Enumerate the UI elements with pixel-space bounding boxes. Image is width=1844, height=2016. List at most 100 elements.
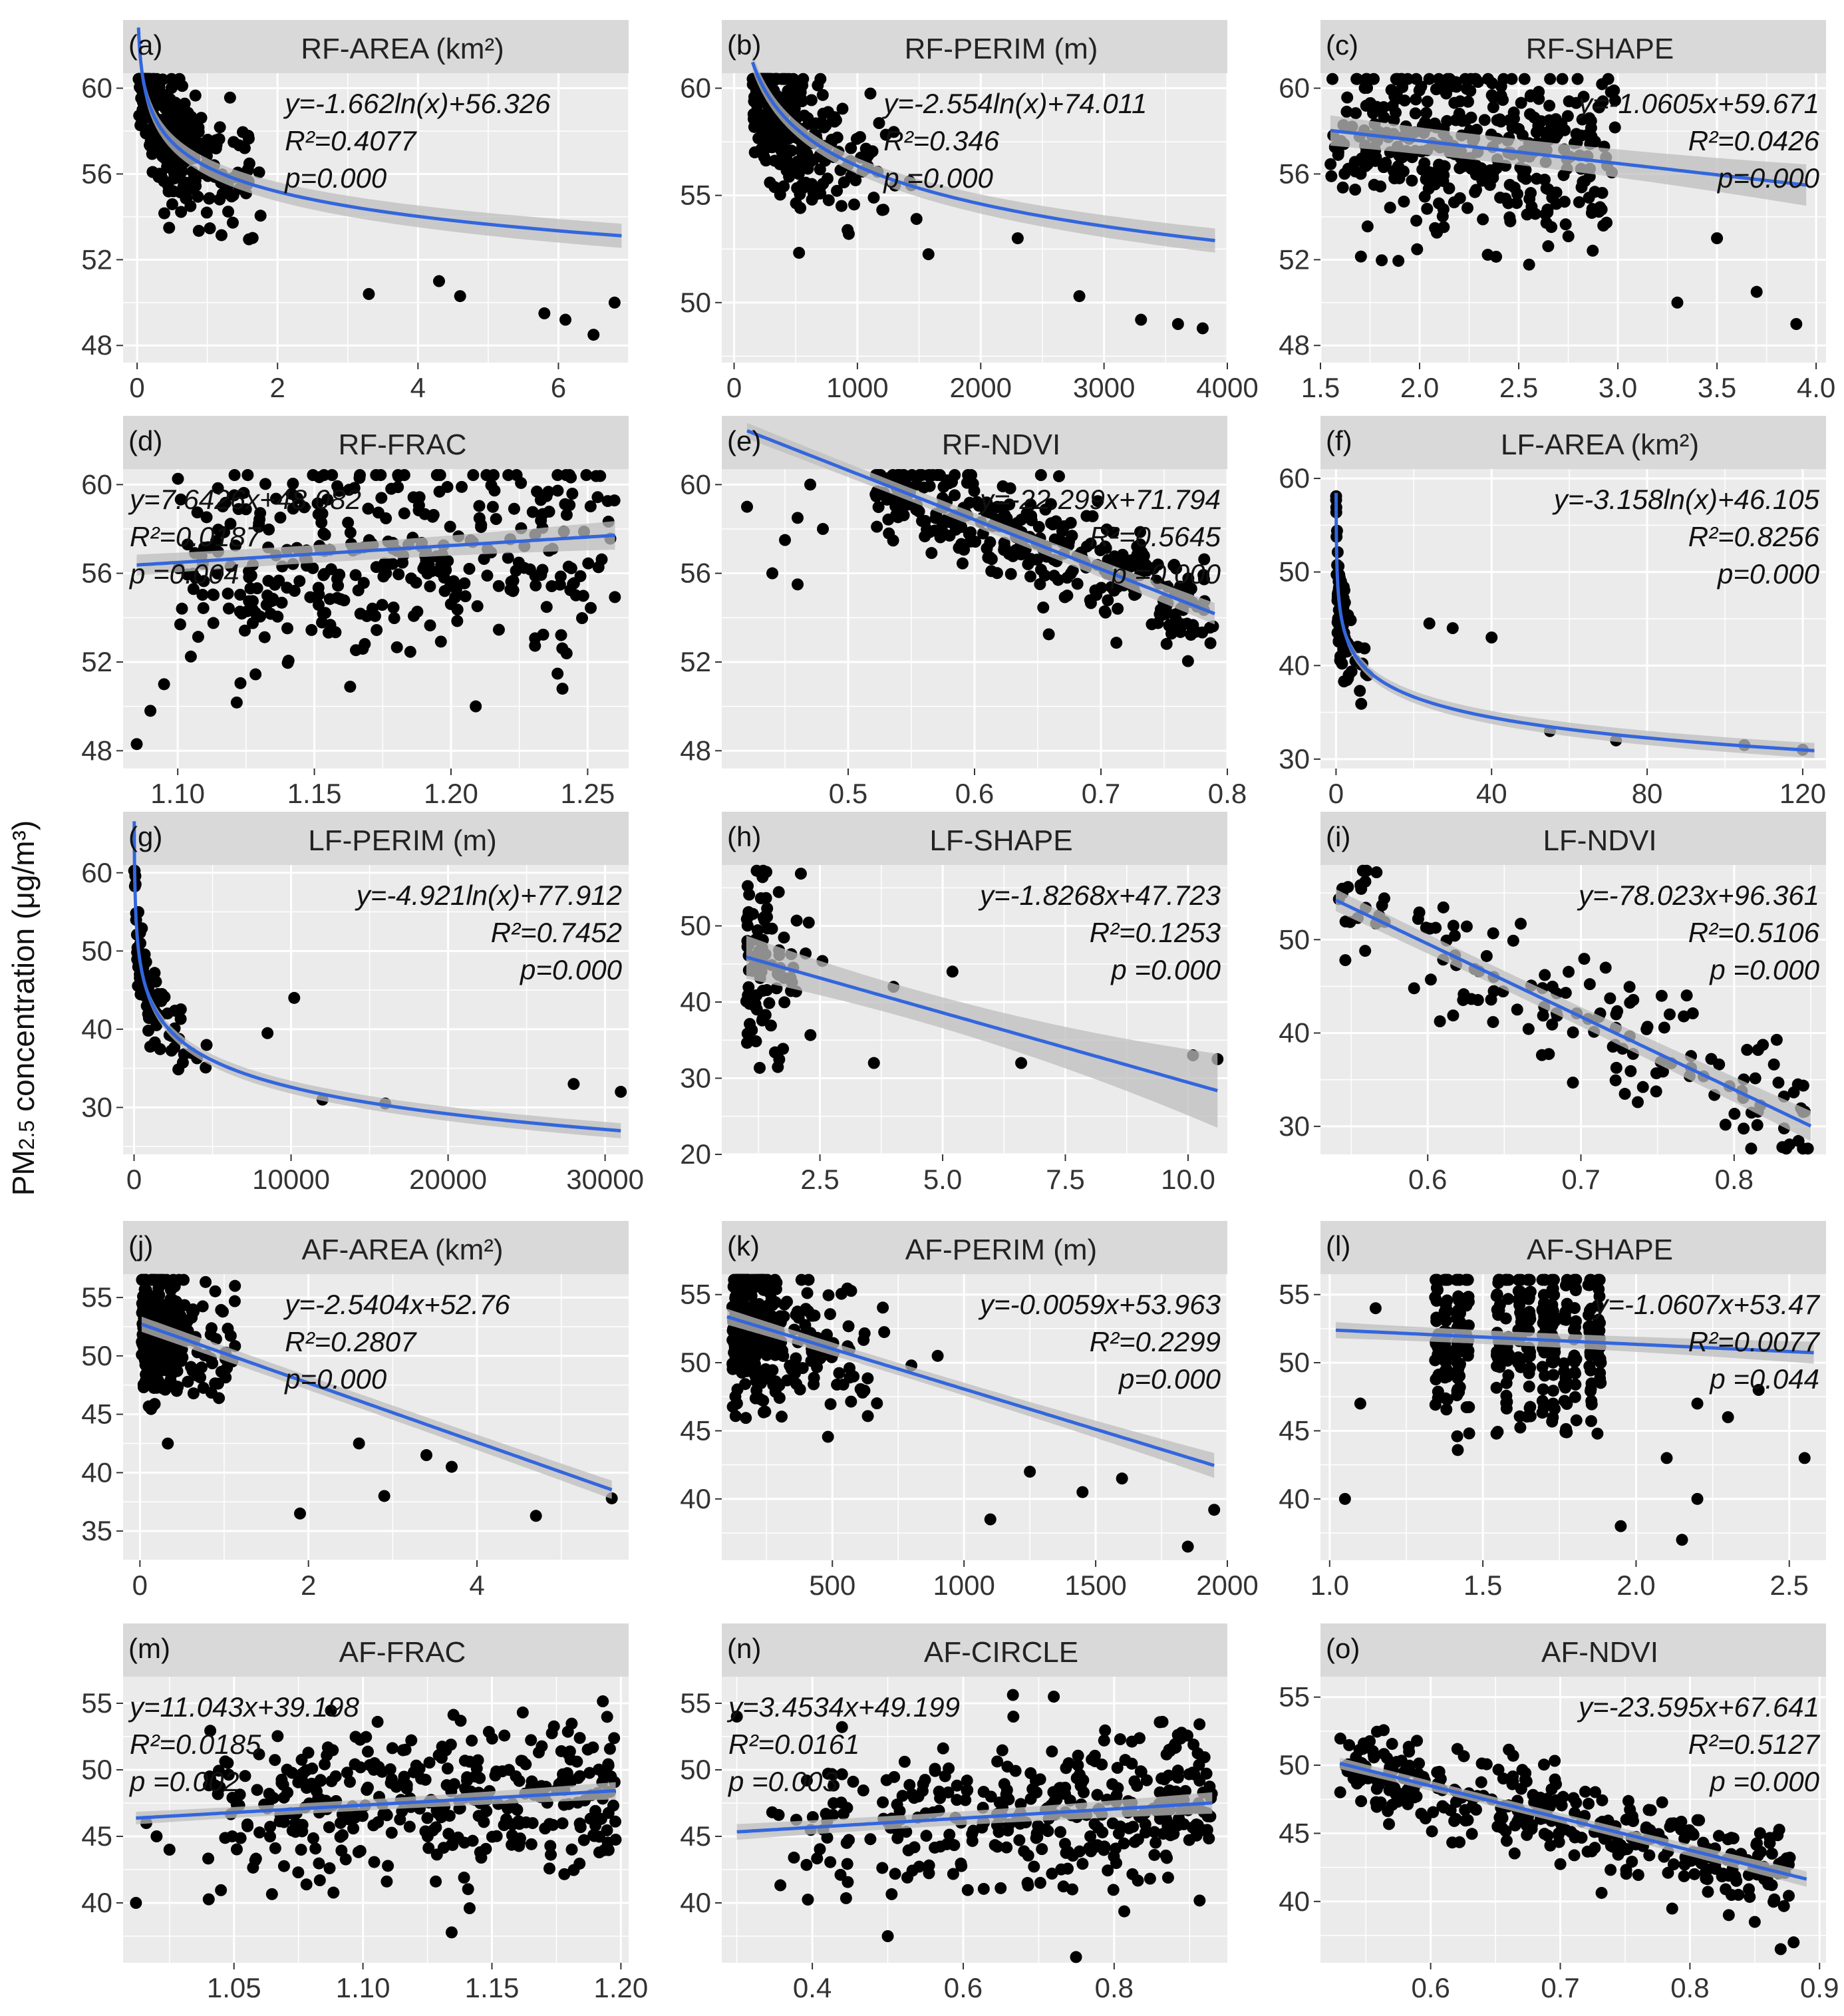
data-point <box>362 502 375 515</box>
data-point <box>778 150 791 162</box>
data-point <box>1371 1775 1384 1788</box>
data-point <box>1077 1786 1090 1798</box>
data-point <box>1491 1820 1504 1833</box>
data-point <box>239 1770 251 1782</box>
data-point <box>368 1856 381 1868</box>
data-point <box>281 622 294 635</box>
data-point <box>1429 1291 1442 1303</box>
r-squared: R²=0.5645 <box>1090 521 1221 552</box>
data-point <box>559 313 571 326</box>
x-tick-label: 0.5 <box>829 778 867 809</box>
data-point <box>847 1775 859 1788</box>
data-point <box>1513 1410 1526 1423</box>
data-point <box>792 578 804 591</box>
data-point <box>514 1836 526 1849</box>
data-point <box>164 1374 177 1387</box>
x-tick-label: 30000 <box>566 1164 644 1195</box>
x-tick-label: 2000 <box>950 372 1012 403</box>
data-point <box>543 1862 555 1875</box>
data-point <box>1144 1872 1156 1885</box>
data-point <box>215 229 228 242</box>
data-point <box>1413 1757 1426 1770</box>
data-point <box>1441 1294 1454 1307</box>
data-point <box>260 599 273 611</box>
data-point <box>751 924 764 937</box>
data-point <box>1492 1763 1505 1776</box>
data-point <box>772 1061 784 1073</box>
p-value: p =0.004 <box>128 558 239 589</box>
data-point <box>1461 95 1474 108</box>
data-point <box>547 1818 559 1831</box>
data-point <box>1169 1785 1182 1798</box>
data-point <box>817 523 829 535</box>
data-point <box>349 1811 361 1824</box>
data-point <box>378 1490 390 1502</box>
data-point <box>922 248 935 261</box>
data-point <box>996 1744 1008 1757</box>
data-point <box>888 1770 901 1783</box>
data-point <box>1503 1273 1515 1286</box>
data-point <box>1544 73 1557 85</box>
data-point <box>412 504 425 517</box>
data-point <box>887 126 900 138</box>
data-point <box>313 1857 325 1870</box>
data-point <box>774 140 787 153</box>
data-point <box>1324 158 1337 170</box>
data-point <box>222 1768 235 1781</box>
data-point <box>196 1300 209 1313</box>
data-point <box>164 1310 176 1323</box>
data-point <box>1378 111 1390 124</box>
data-point <box>544 1840 557 1852</box>
data-point <box>1159 1849 1172 1862</box>
regression-line <box>746 955 1218 1092</box>
data-point <box>1458 160 1470 172</box>
y-tick-label: 30 <box>680 1063 711 1094</box>
data-point <box>1605 86 1617 98</box>
data-point <box>995 1798 1008 1811</box>
data-point <box>228 469 241 481</box>
data-point <box>968 484 981 497</box>
data-point <box>1424 973 1437 986</box>
data-point <box>1667 1858 1680 1871</box>
data-point <box>1134 526 1147 538</box>
y-tick-label: 45 <box>1279 1415 1310 1446</box>
data-point <box>376 599 388 611</box>
data-point <box>1570 1796 1583 1809</box>
x-tick-label: 1000 <box>933 1570 995 1601</box>
data-point <box>1515 96 1527 109</box>
data-point <box>967 1824 980 1837</box>
data-point <box>756 1273 769 1286</box>
data-point <box>161 1007 174 1020</box>
r-squared: R²=0.2299 <box>1090 1326 1221 1357</box>
data-point <box>486 500 499 513</box>
data-point <box>1461 1273 1474 1286</box>
data-point <box>1066 564 1079 577</box>
data-point <box>438 585 451 597</box>
y-tick-label: 48 <box>1279 329 1310 361</box>
panel-title: RF-NDVI <box>942 428 1060 461</box>
data-point <box>1325 170 1338 182</box>
data-point <box>943 477 955 490</box>
data-point <box>802 118 815 130</box>
data-point <box>1559 987 1572 999</box>
data-point <box>349 1758 361 1770</box>
data-point <box>995 501 1008 514</box>
data-point <box>410 1759 422 1772</box>
data-point <box>1146 618 1158 631</box>
data-point <box>1463 1427 1475 1440</box>
y-tick-label: 30 <box>81 1091 112 1122</box>
data-point <box>1787 1936 1800 1949</box>
data-point <box>822 1430 834 1443</box>
data-point <box>1563 965 1575 978</box>
data-point <box>1055 1863 1068 1876</box>
regression-line <box>1335 1328 1814 1355</box>
data-point <box>244 582 257 595</box>
data-point <box>344 526 357 539</box>
data-point <box>1522 1023 1535 1035</box>
data-point <box>1527 1788 1539 1801</box>
data-point <box>1374 180 1387 193</box>
data-point <box>1462 1290 1475 1303</box>
data-point <box>175 206 188 218</box>
y-tick-label: 50 <box>1279 1749 1310 1780</box>
